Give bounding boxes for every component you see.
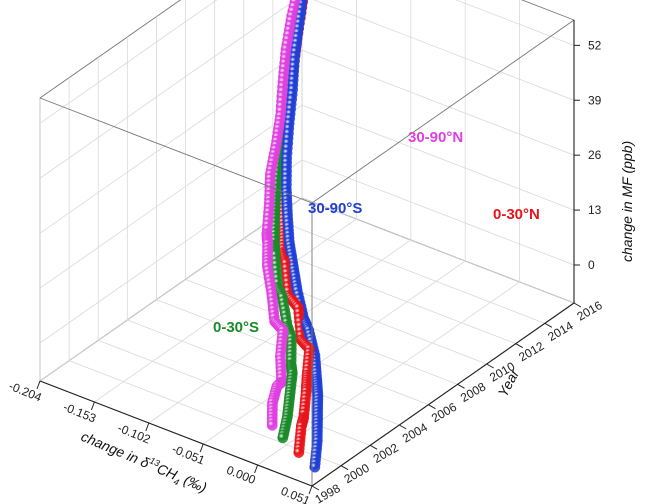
y-tick-label: 2004: [400, 420, 430, 446]
right-top-edge: [311, 19, 575, 204]
y-tick-label: 2002: [371, 440, 401, 466]
x-tick: [90, 401, 95, 411]
left-back-wall: [39, 0, 303, 382]
y-axis-line: [311, 302, 575, 487]
y-tick-label: 2006: [429, 400, 459, 426]
grid-x-floor: [39, 197, 303, 382]
grid-z-left: [39, 49, 303, 234]
grid-z-right: [455, 0, 575, 46]
label-30-90S: 30-90°S: [308, 200, 362, 217]
grid-y-floor: [214, 258, 487, 365]
x-tick: [145, 422, 150, 432]
z-tick-label: 0: [588, 258, 595, 272]
y-tick-label: 2016: [575, 298, 605, 324]
x-tick-label: -0.153: [61, 400, 98, 426]
x-tick: [254, 464, 259, 474]
y-tick-label: 2000: [342, 461, 372, 487]
grid-x-floor: [202, 260, 466, 445]
label-0-30N: 0-30°N: [493, 206, 540, 223]
x-axis-line: [39, 380, 313, 487]
y-tick: [573, 302, 582, 308]
y-tick-label: 2012: [516, 339, 546, 365]
grid-z-left: [39, 159, 303, 344]
grid-y-floor: [98, 339, 371, 446]
label-30-90N: 30-90°N: [408, 129, 463, 146]
y-tick: [340, 465, 349, 471]
x-tick-label: 0.000: [224, 463, 257, 487]
grid-x-floor: [94, 218, 357, 403]
y-tick-label: 2014: [545, 318, 575, 344]
grid-z-left: [39, 0, 296, 179]
y-tick-label: 1998: [313, 481, 343, 504]
grid-y-floor: [272, 217, 546, 324]
y-tick: [457, 383, 465, 389]
grid-z-right: [313, 0, 575, 101]
right-back-wall: [301, 0, 575, 304]
grid-z-left: [39, 104, 303, 289]
y-tick: [428, 404, 436, 410]
y-tick: [369, 444, 378, 450]
y-tick: [486, 363, 494, 369]
grid-y-floor: [185, 278, 458, 385]
data-point-30-90-n: [266, 419, 278, 431]
x-tick-label: -0.051: [170, 442, 207, 468]
data-point-0-30-n: [293, 447, 305, 458]
data-points: [261, 0, 324, 473]
y-tick: [544, 322, 553, 328]
y-tick: [311, 485, 320, 491]
y-tick: [515, 343, 524, 349]
data-point-30-90-s: [309, 461, 321, 473]
y-tick: [399, 424, 407, 430]
data-point-0-30-s: [277, 432, 289, 444]
x-tick-label: 0.051: [279, 484, 312, 504]
x-tick-label: -0.204: [7, 379, 44, 405]
grid-z-right: [301, 159, 575, 266]
front-top-edge: [39, 97, 313, 204]
z-tick-label: 13: [588, 203, 602, 217]
front-frame: [39, 19, 575, 486]
z-tick-label: 52: [588, 38, 602, 52]
z-tick-label: 26: [588, 148, 602, 162]
x-tick: [199, 443, 204, 453]
grid-z-left: [39, 0, 218, 124]
y-tick-label: 2008: [458, 379, 488, 405]
label-0-30S: 0-30°S: [213, 319, 259, 336]
z-axis-title: change in MF (ppb): [619, 141, 635, 262]
grid-y-floor: [127, 319, 400, 426]
x-tick: [308, 485, 313, 495]
grid-z-right: [301, 49, 575, 156]
grid-y-floor: [301, 197, 575, 304]
x-tick: [36, 380, 41, 390]
z-tick-label: 39: [588, 93, 602, 107]
grid-z-right: [301, 104, 575, 211]
